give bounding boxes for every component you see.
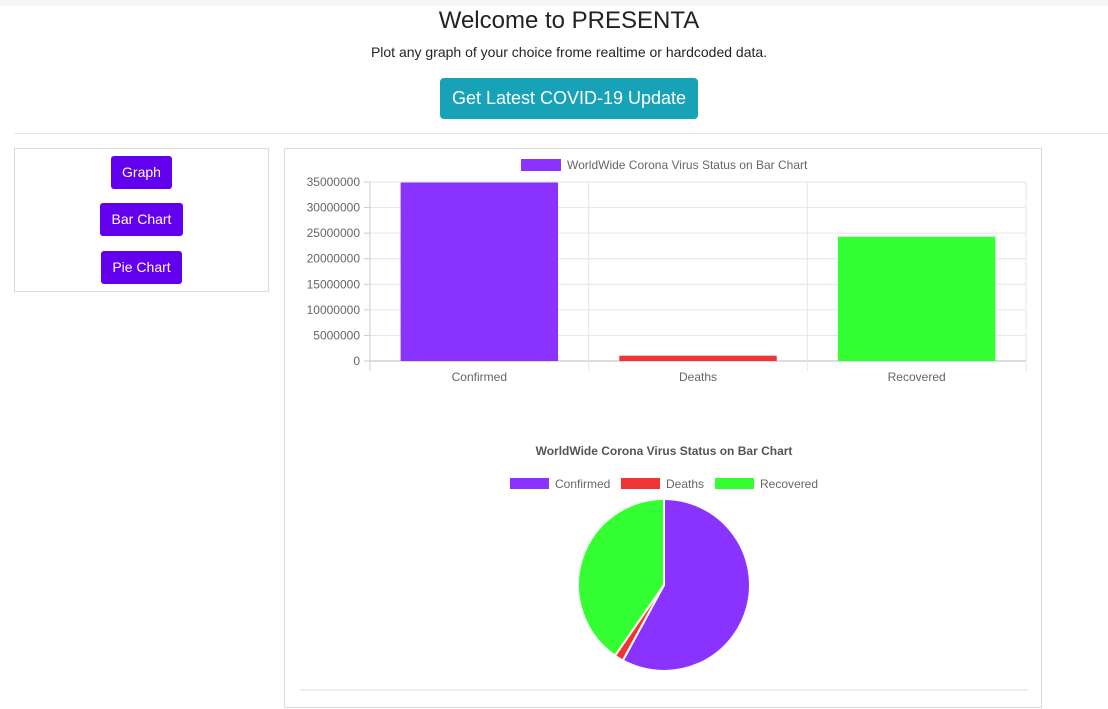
pie-title: WorldWide Corona Virus Status on Bar Cha…	[536, 444, 793, 458]
bar-chart: WorldWide Corona Virus Status on Bar Cha…	[307, 158, 1027, 384]
legend-swatch-deaths	[621, 478, 660, 489]
y-tick-label: 35000000	[307, 175, 361, 189]
legend-label: WorldWide Corona Virus Status on Bar Cha…	[567, 158, 808, 172]
legend-swatch-confirmed	[510, 478, 549, 489]
top-strip	[0, 0, 1108, 6]
pie-chart: WorldWide Corona Virus Status on Bar Cha…	[300, 444, 1028, 691]
x-tick-label: Recovered	[888, 370, 946, 384]
legend-swatch-confirmed	[521, 159, 561, 171]
pie-slice-confirmed	[621, 497, 751, 672]
page-title: Welcome to PRESENTA	[438, 7, 700, 34]
pie-chart-button[interactable]: Pie Chart	[101, 251, 182, 284]
get-covid-update-button[interactable]: Get Latest COVID-19 Update	[440, 78, 698, 119]
sidebar: Graph Bar Chart Pie Chart	[14, 148, 269, 292]
legend-label-deaths: Deaths	[666, 477, 704, 491]
legend-swatch-recovered	[715, 478, 754, 489]
y-tick-label: 10000000	[307, 303, 361, 317]
legend-label-confirmed: Confirmed	[555, 477, 610, 491]
bar-chart-button[interactable]: Bar Chart	[100, 203, 183, 236]
y-tick-label: 25000000	[307, 226, 361, 240]
y-tick-label: 30000000	[307, 201, 361, 215]
x-tick-label: Confirmed	[452, 370, 507, 384]
divider	[14, 133, 1108, 134]
chart-panel: WorldWide Corona Virus Status on Bar Cha…	[284, 148, 1042, 708]
bar-deaths	[619, 355, 777, 361]
y-tick-label: 15000000	[307, 277, 361, 291]
legend-label-recovered: Recovered	[760, 477, 818, 491]
bar-confirmed	[400, 182, 559, 361]
bar-recovered	[837, 236, 996, 361]
page-subtitle: Plot any graph of your choice frome real…	[370, 44, 768, 60]
y-tick-label: 20000000	[307, 252, 361, 266]
x-tick-label: Deaths	[679, 370, 717, 384]
y-tick-label: 5000000	[313, 328, 360, 342]
graph-button[interactable]: Graph	[111, 156, 172, 189]
y-tick-label: 0	[353, 354, 360, 368]
pie-slice-recovered	[577, 497, 665, 658]
